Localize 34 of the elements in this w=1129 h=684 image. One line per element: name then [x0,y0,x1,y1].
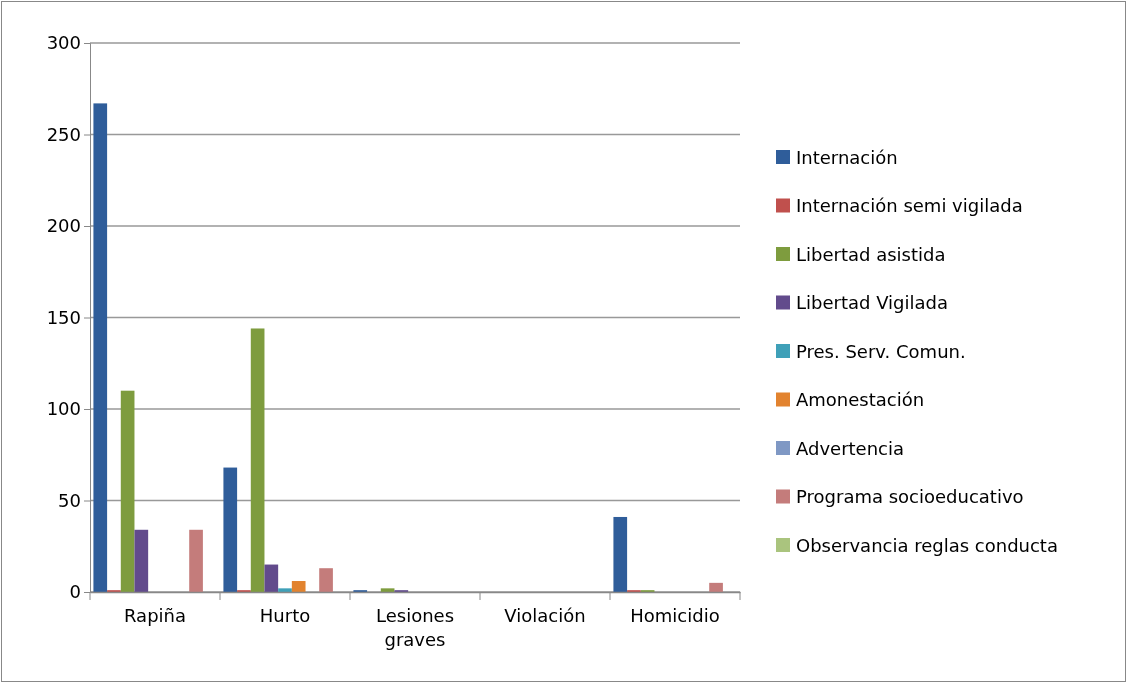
y-tick-label: 250 [46,123,81,145]
y-tick-label: 150 [46,306,81,328]
bar [278,588,292,592]
x-tick-label: Hurto [259,605,311,626]
bar [709,582,723,592]
y-tick-label: 100 [46,398,81,420]
x-tick-label: Homicidio [630,605,720,626]
legend-label: Libertad asistida [796,243,946,265]
legend-label: Libertad Vigilada [796,292,948,313]
y-tick-label: 50 [58,489,81,511]
x-tick-label: Rapiña [123,605,187,626]
y-tick-label: 300 [46,32,81,54]
bar [223,467,238,592]
bar [319,568,333,592]
legend-label: Internación [796,146,898,168]
y-tick-label: 200 [46,215,81,237]
bar [264,564,279,592]
legend-label: Internación semi vigilada [796,195,1023,216]
bar [613,516,628,592]
bar [93,103,108,592]
bar [380,588,395,592]
bar [250,328,265,592]
bar [120,390,135,592]
y-tick-label: 0 [69,581,81,603]
bar [134,529,149,592]
legend-label: Advertencia [796,437,905,459]
legend-label: Observancia reglas conducta [796,534,1058,556]
legend-label: Amonestación [796,389,925,410]
x-tick-label: Violación [504,605,586,626]
legend-label: Programa socioeducativo [796,486,1024,507]
bar [189,529,203,592]
bar [291,581,306,592]
x-tick-label: Lesiones graves [375,605,455,650]
legend-label: Pres. Serv. Comun. [796,340,966,362]
